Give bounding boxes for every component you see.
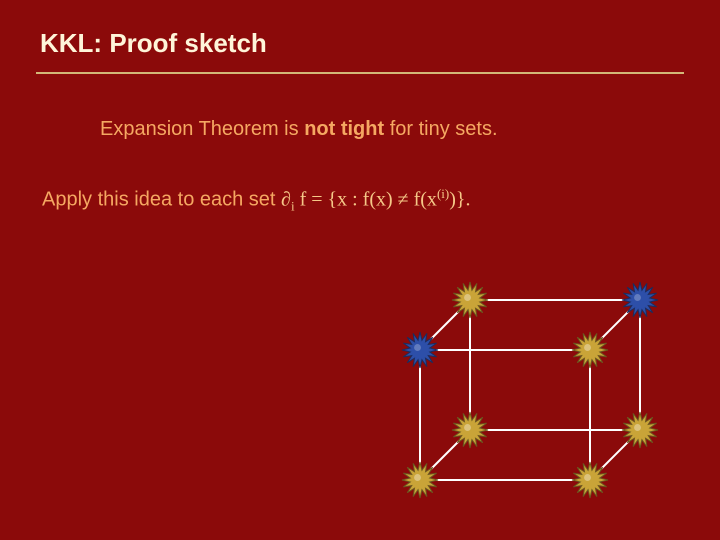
math-c: )}. <box>449 189 470 211</box>
math-sup: (i) <box>437 186 449 201</box>
node-yellow <box>452 412 488 448</box>
node-yellow <box>622 412 658 448</box>
node-blue <box>622 282 658 318</box>
cube-diagram <box>400 260 670 500</box>
expansion-line: Expansion Theorem is not tight for tiny … <box>100 118 498 141</box>
math-partial: ∂ <box>281 189 291 211</box>
node-blue <box>402 332 438 368</box>
title-rule <box>36 72 684 74</box>
node-yellow <box>572 332 608 368</box>
node-yellow <box>572 462 608 498</box>
line1-a: Expansion Theorem is <box>100 118 304 140</box>
apply-line: Apply this idea to each set ∂i f = {x : … <box>42 186 470 215</box>
math-b: f = {x : f(x) ≠ f(x <box>295 189 437 211</box>
slide-title: KKL: Proof sketch <box>40 28 267 59</box>
line1-c: for tiny sets. <box>384 118 497 140</box>
line2-a: Apply this idea to each set <box>42 189 281 211</box>
node-yellow <box>402 462 438 498</box>
node-yellow <box>452 282 488 318</box>
line1-bold: not tight <box>304 118 384 140</box>
